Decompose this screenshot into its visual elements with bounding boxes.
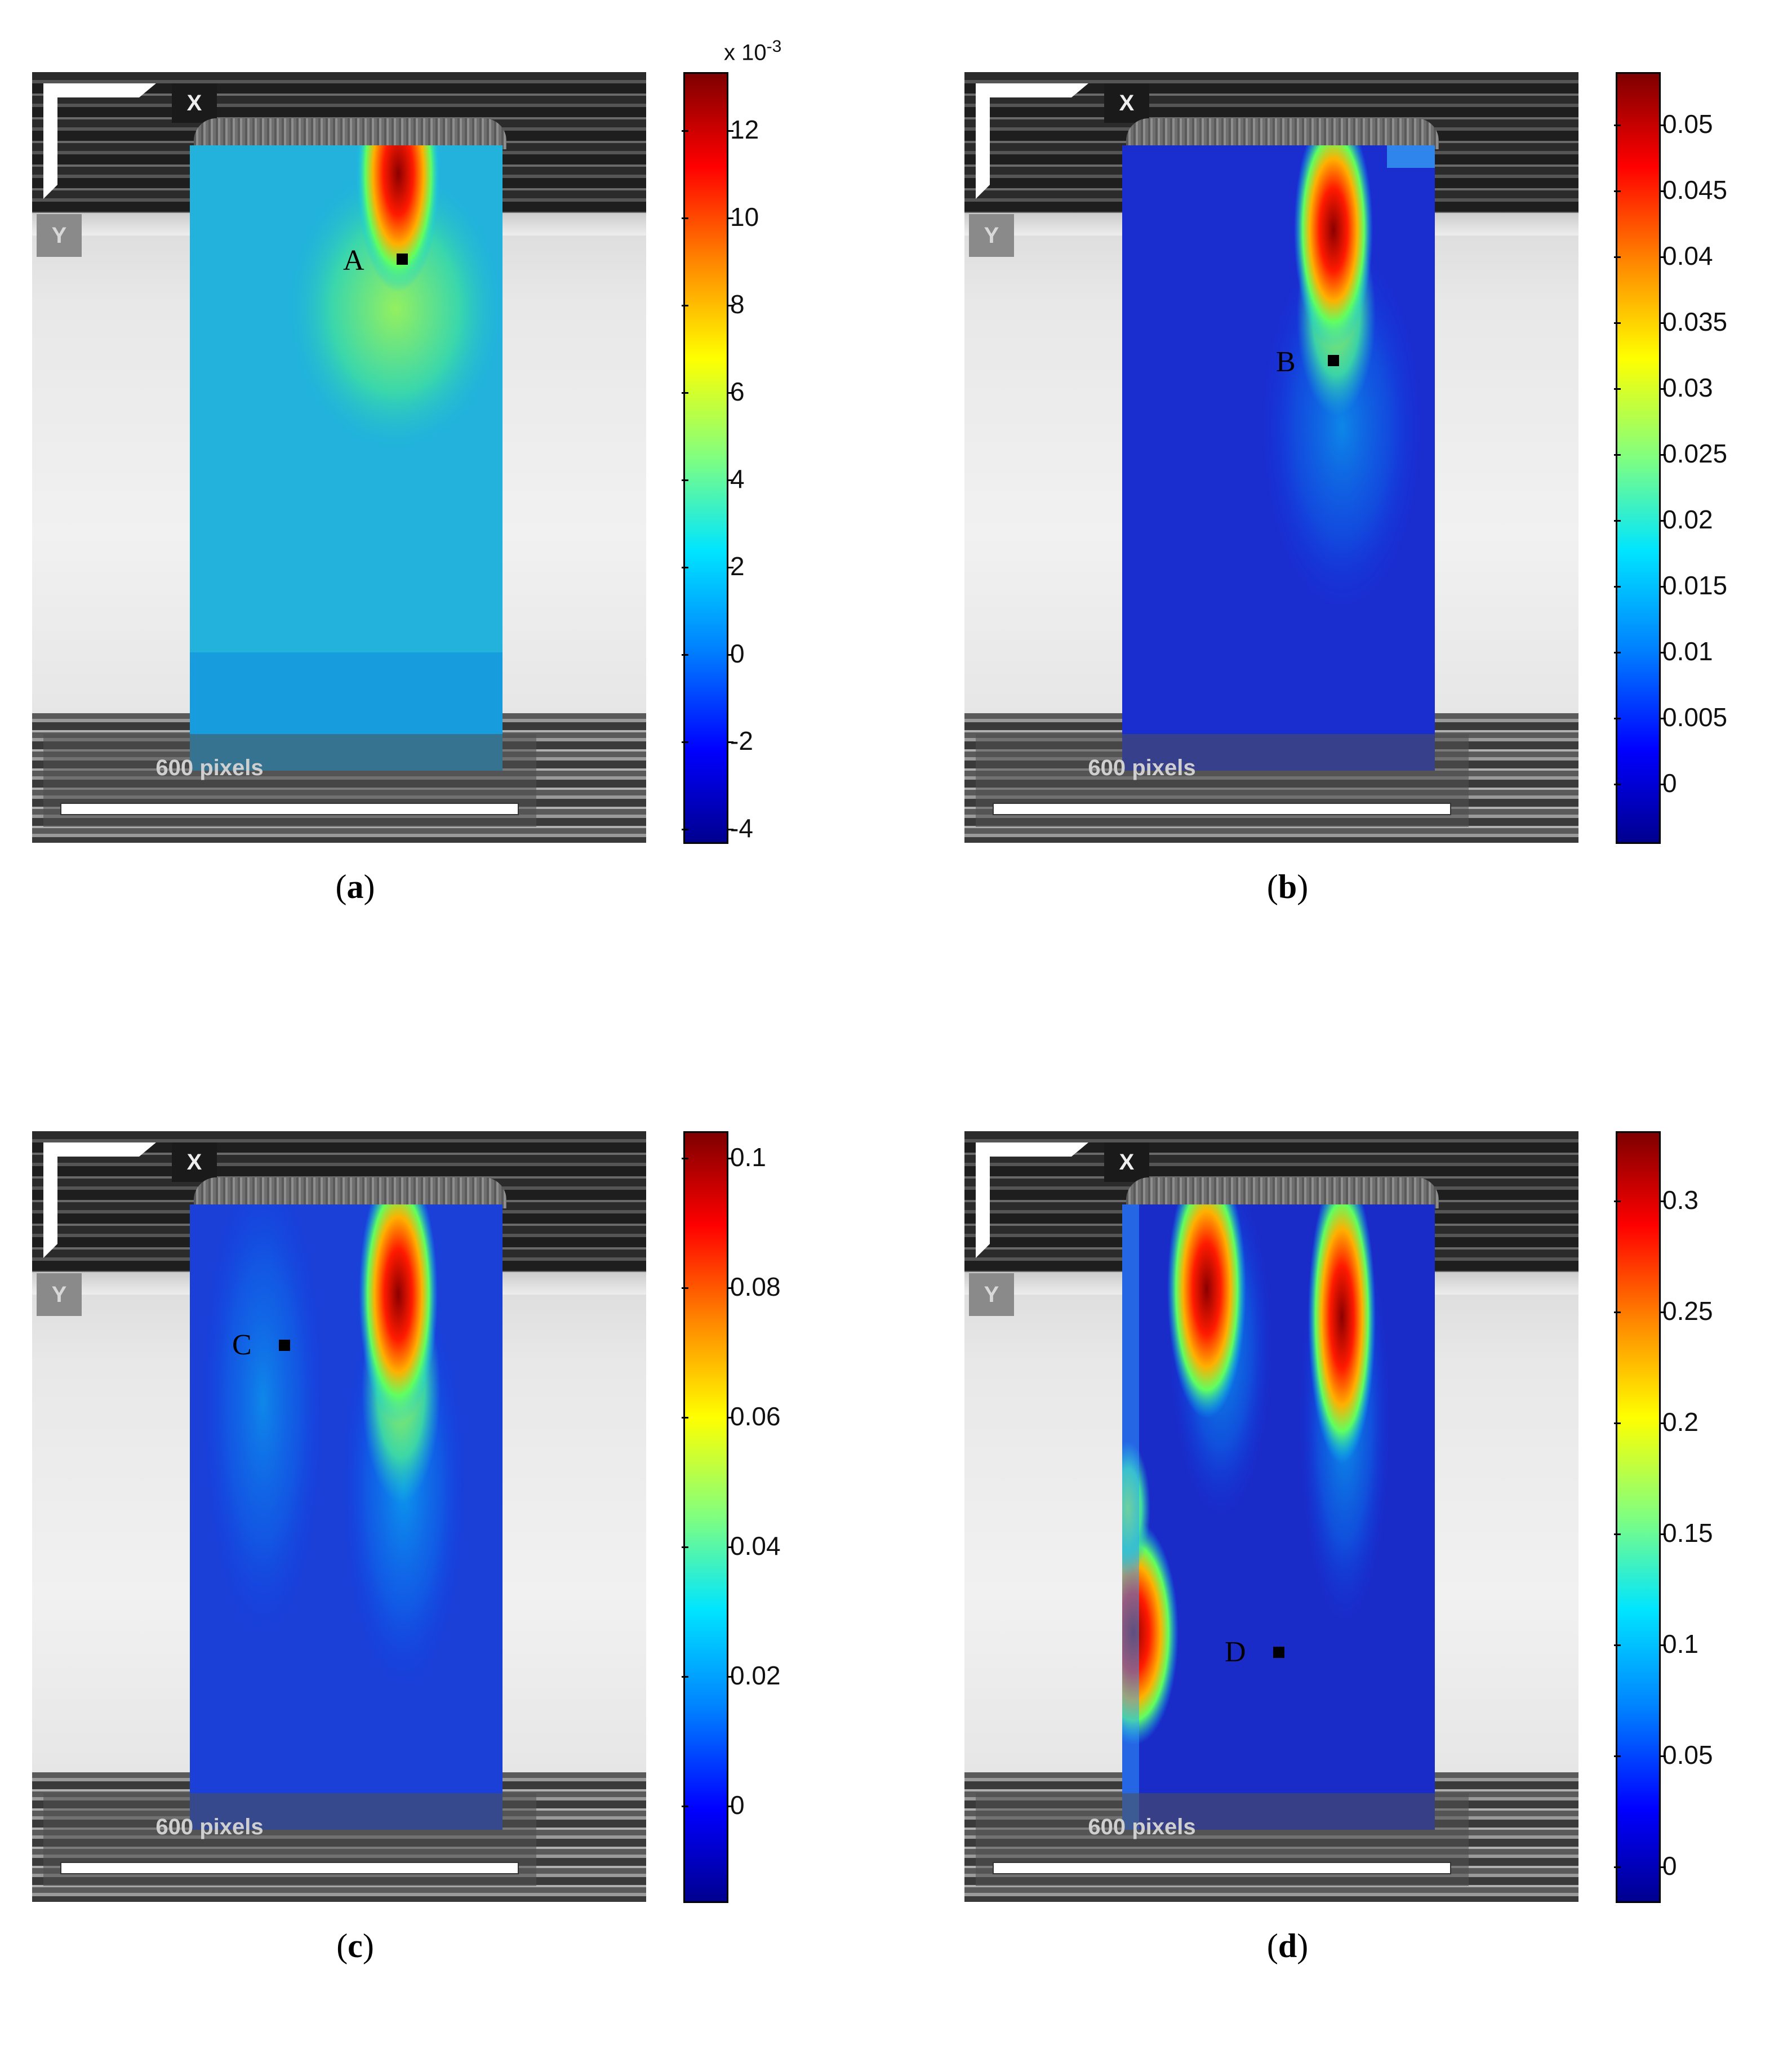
specimen-photo: X Y 600 pixels C xyxy=(32,1131,646,1902)
panel-caption: (d) xyxy=(1266,1927,1309,1964)
axis-x-label: X xyxy=(1104,1142,1149,1182)
colorbar-tick: 8 xyxy=(682,290,745,319)
colorbar-tick: 0.04 xyxy=(682,1531,781,1560)
colorbar-tick: 0.1 xyxy=(682,1142,766,1172)
colorbar xyxy=(1616,1131,1661,1903)
colorbar-tick: 0.03 xyxy=(1614,373,1713,402)
axis-y-label: Y xyxy=(969,1273,1014,1316)
axis-x-label: X xyxy=(1104,83,1149,123)
specimen-top-surface xyxy=(1126,1177,1439,1208)
panel-b: X Y 600 pixels B 0.05 0.045 0.04 0.035 0… xyxy=(932,0,1792,975)
scale-bar-box: 600 pixels xyxy=(976,1793,1469,1886)
colorbar-tick: 4 xyxy=(682,464,745,493)
colorbar-tick: 0.15 xyxy=(1614,1518,1713,1548)
point-label-b: B xyxy=(1276,346,1296,378)
axis-y-label: Y xyxy=(37,214,82,257)
colorbar-tick: -2 xyxy=(682,726,753,755)
colorbar xyxy=(1616,72,1661,844)
colorbar-tick: 0.05 xyxy=(1614,109,1713,139)
specimen-top-surface xyxy=(194,1177,506,1208)
colorbar-tick: -4 xyxy=(682,813,753,843)
colorbar-tick: 0 xyxy=(682,639,745,668)
colorbar-tick: 12 xyxy=(681,115,759,144)
scale-bar xyxy=(993,1862,1451,1874)
colorbar-tick: 0.3 xyxy=(1614,1185,1698,1215)
point-marker-c xyxy=(279,1340,290,1351)
panel-c: X Y 600 pixels C 0.1 0.08 0.06 0.04 0.02… xyxy=(0,1059,879,2034)
scale-bar xyxy=(60,1862,519,1874)
point-label-d: D xyxy=(1225,1636,1246,1668)
colorbar-tick: 6 xyxy=(682,377,745,406)
point-marker-b xyxy=(1328,355,1339,366)
scale-bar-label: 600 pixels xyxy=(1088,1815,1196,1839)
strain-field xyxy=(190,145,503,771)
colorbar-tick: 0.015 xyxy=(1613,571,1728,600)
scale-bar-box: 600 pixels xyxy=(43,1793,536,1886)
colorbar xyxy=(683,72,728,844)
colorbar-tick: 0.04 xyxy=(1614,241,1713,270)
axis-corner-icon xyxy=(976,1142,1088,1258)
colorbar-tick: 0.02 xyxy=(682,1661,781,1690)
axis-corner-icon xyxy=(43,1142,156,1258)
colorbar-exponent: x 10-3 xyxy=(724,37,782,65)
panel-caption: (c) xyxy=(336,1927,374,1964)
colorbar-tick: 0.2 xyxy=(1614,1407,1698,1437)
scale-bar xyxy=(60,803,519,815)
colorbar-tick: 0 xyxy=(1615,768,1677,798)
colorbar-tick: 2 xyxy=(682,552,745,581)
strain-field xyxy=(1122,145,1435,771)
colorbar-tick: 0.025 xyxy=(1613,439,1728,468)
point-label-c: C xyxy=(232,1329,252,1361)
colorbar-tick: 0.02 xyxy=(1614,505,1713,534)
axis-y-label: Y xyxy=(969,214,1014,257)
colorbar-tick: 0.045 xyxy=(1613,175,1728,204)
point-marker-a xyxy=(397,254,408,265)
scale-bar-box: 600 pixels xyxy=(976,734,1469,827)
colorbar-tick: 0.01 xyxy=(1614,637,1713,666)
colorbar-tick: 0.08 xyxy=(682,1272,781,1301)
panel-a: X Y 600 pixels A x 10-3 12 10 8 6 4 2 0 … xyxy=(0,0,879,975)
specimen-photo: X Y 600 pixels A xyxy=(32,72,646,843)
axis-x-label: X xyxy=(172,1142,217,1182)
colorbar-tick: 10 xyxy=(681,202,759,232)
point-label-a: A xyxy=(343,244,364,277)
scale-bar-box: 600 pixels xyxy=(43,734,536,827)
axis-y-label: Y xyxy=(37,1273,82,1316)
scale-bar-label: 600 pixels xyxy=(155,755,264,780)
colorbar-tick: 0 xyxy=(682,1790,745,1820)
axis-x-label: X xyxy=(172,83,217,123)
colorbar-tick: 0.25 xyxy=(1614,1296,1713,1326)
colorbar-tick: 0.1 xyxy=(1614,1629,1698,1659)
colorbar-tick: 0.005 xyxy=(1613,703,1728,732)
axis-corner-icon xyxy=(43,83,156,199)
specimen-top-surface xyxy=(194,118,506,149)
specimen-photo: X Y 600 pixels B xyxy=(964,72,1578,843)
colorbar-tick: 0.05 xyxy=(1614,1740,1713,1769)
scale-bar-label: 600 pixels xyxy=(1088,755,1196,780)
specimen-photo: X Y 600 pixels D xyxy=(964,1131,1578,1902)
panel-caption: (b) xyxy=(1266,868,1309,905)
strain-field xyxy=(190,1204,503,1830)
panel-d: X Y 600 pixels D 0.3 0.25 0.2 0.15 0.1 0… xyxy=(932,1059,1792,2034)
colorbar-tick: 0 xyxy=(1615,1851,1677,1880)
scale-bar-label: 600 pixels xyxy=(155,1815,264,1839)
colorbar-tick: 0.035 xyxy=(1613,307,1728,336)
colorbar-tick: 0.06 xyxy=(682,1402,781,1431)
scale-bar xyxy=(993,803,1451,815)
panel-caption: (a) xyxy=(335,868,375,905)
colorbar xyxy=(683,1131,728,1903)
axis-corner-icon xyxy=(976,83,1088,199)
point-marker-d xyxy=(1273,1647,1284,1658)
specimen-top-surface xyxy=(1126,118,1439,149)
strain-field xyxy=(1122,1204,1435,1830)
